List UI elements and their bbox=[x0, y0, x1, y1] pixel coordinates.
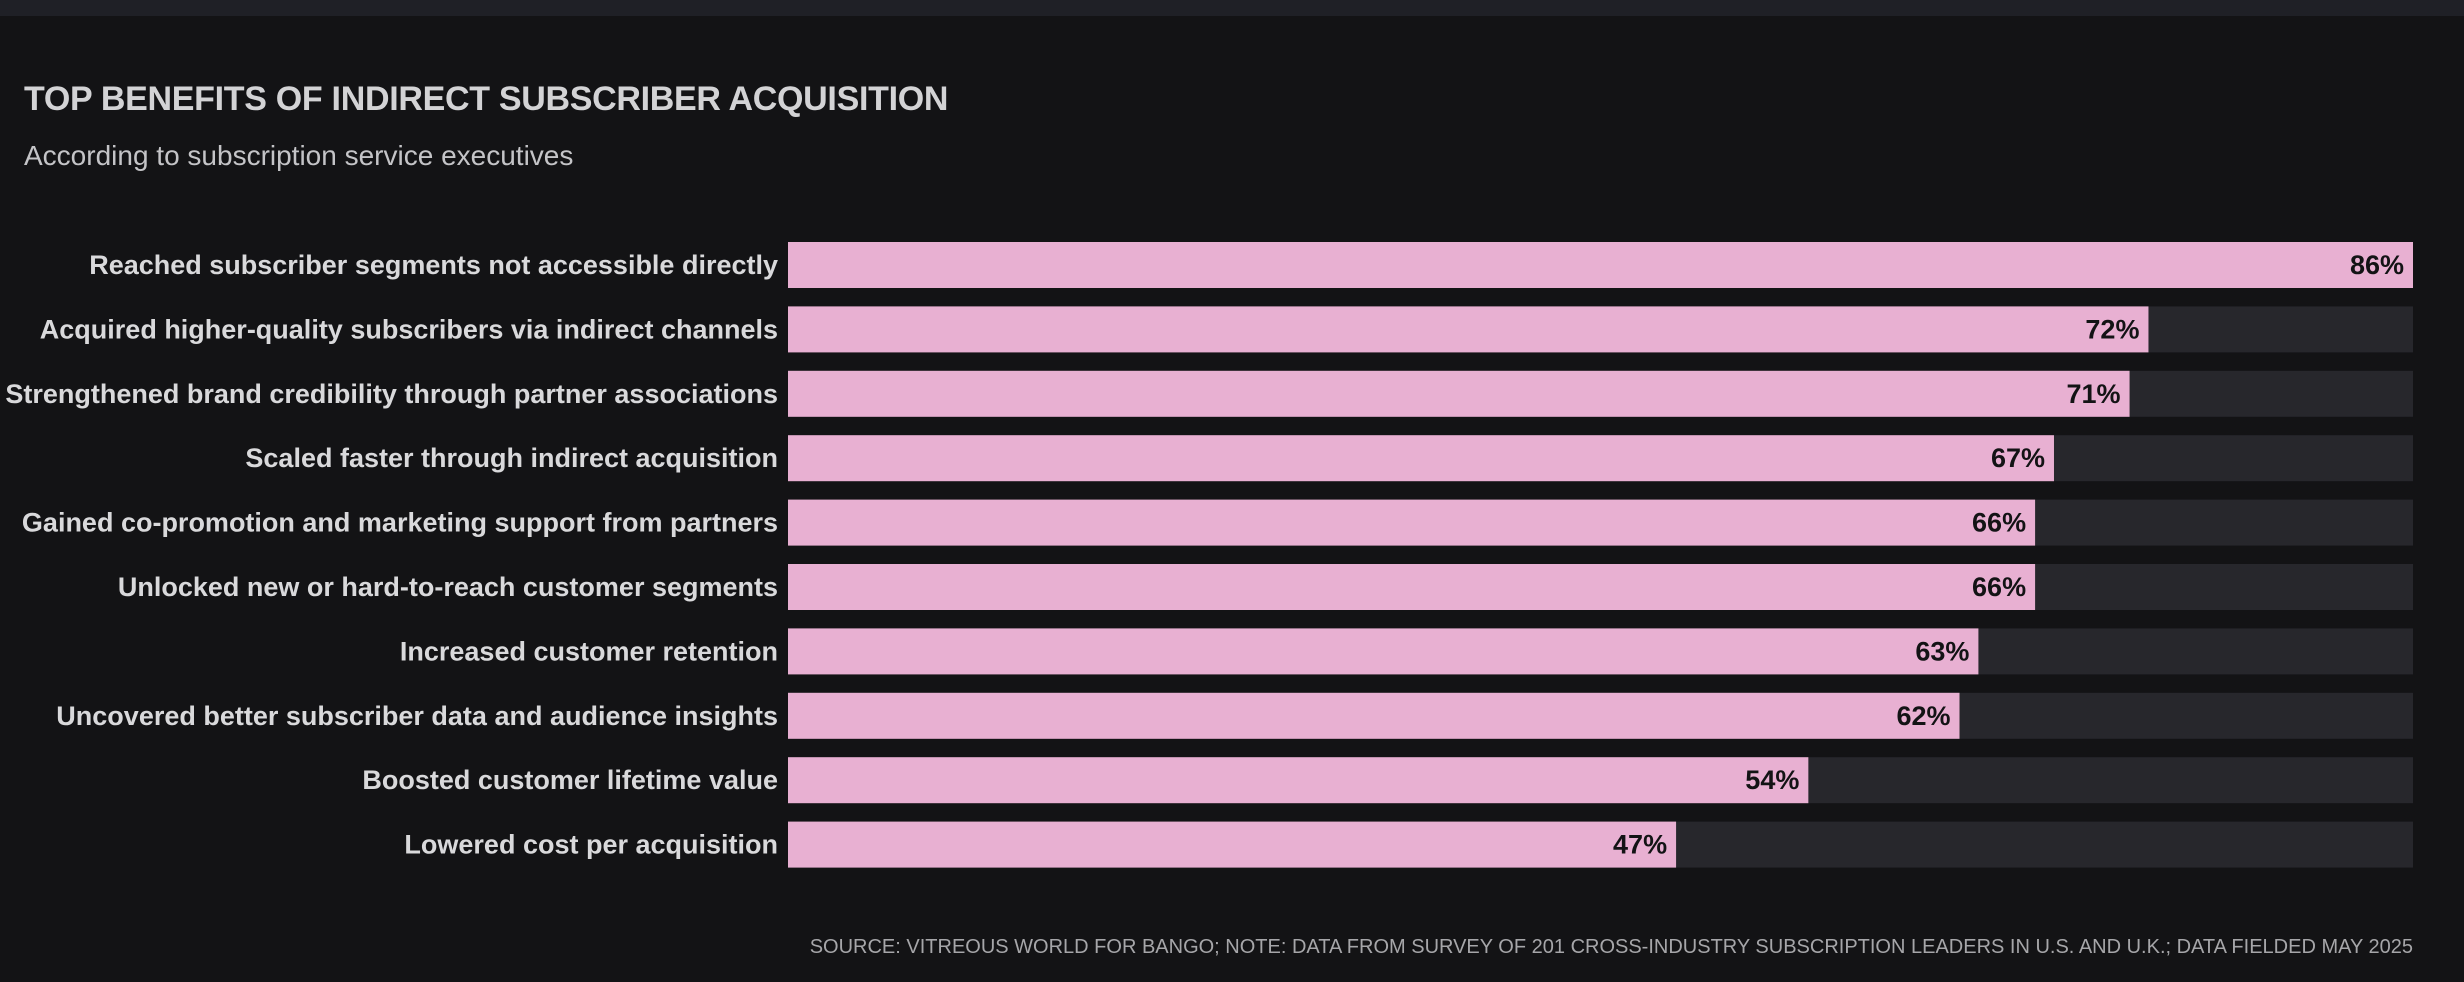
bar-row: Scaled faster through indirect acquisiti… bbox=[245, 435, 2413, 482]
category-label: Acquired higher-quality subscribers via … bbox=[40, 314, 778, 344]
value-label: 86% bbox=[2350, 250, 2404, 280]
bar-row: Gained co-promotion and marketing suppor… bbox=[22, 499, 2413, 546]
chart-title: TOP BENEFITS OF INDIRECT SUBSCRIBER ACQU… bbox=[24, 80, 949, 118]
bar bbox=[788, 564, 2036, 610]
bar bbox=[788, 692, 1960, 739]
value-label: 62% bbox=[1896, 701, 1950, 731]
category-label: Reached subscriber segments not accessib… bbox=[89, 250, 778, 280]
bar-row: Uncovered better subscriber data and aud… bbox=[56, 692, 2413, 739]
value-label: 47% bbox=[1613, 830, 1667, 860]
bar bbox=[788, 370, 2130, 417]
bar bbox=[788, 628, 1979, 675]
bar bbox=[788, 435, 2054, 482]
bar bbox=[788, 306, 2149, 353]
bar bbox=[788, 821, 1677, 868]
bar-row: Reached subscriber segments not accessib… bbox=[89, 242, 2413, 288]
bar-row: Boosted customer lifetime value 54% bbox=[362, 757, 2413, 804]
bar-row: Lowered cost per acquisition 47% bbox=[404, 821, 2413, 868]
bar-row: Acquired higher-quality subscribers via … bbox=[40, 306, 2413, 353]
chart-subtitle: According to subscription service execut… bbox=[24, 140, 574, 171]
category-label: Increased customer retention bbox=[400, 636, 778, 666]
value-label: 54% bbox=[1745, 765, 1799, 795]
value-label: 71% bbox=[2067, 379, 2121, 409]
source-note: SOURCE: VITREOUS WORLD FOR BANGO; NOTE: … bbox=[809, 936, 2413, 958]
value-label: 67% bbox=[1991, 443, 2045, 473]
value-label: 66% bbox=[1972, 572, 2026, 602]
category-label: Strengthened brand credibility through p… bbox=[5, 379, 778, 409]
bar bbox=[788, 499, 2036, 546]
bar-row: Strengthened brand credibility through p… bbox=[5, 370, 2413, 417]
category-label: Boosted customer lifetime value bbox=[362, 765, 778, 795]
bar-row: Increased customer retention 63% bbox=[400, 628, 2413, 675]
bar bbox=[788, 757, 1809, 804]
category-label: Uncovered better subscriber data and aud… bbox=[56, 701, 778, 731]
category-label: Unlocked new or hard-to-reach customer s… bbox=[118, 572, 778, 602]
category-label: Lowered cost per acquisition bbox=[404, 830, 778, 860]
bar-chart: Reached subscriber segments not accessib… bbox=[5, 242, 2413, 868]
value-label: 66% bbox=[1972, 508, 2026, 538]
category-label: Scaled faster through indirect acquisiti… bbox=[245, 443, 778, 473]
value-label: 72% bbox=[2085, 314, 2139, 344]
top-strip bbox=[0, 0, 2464, 16]
bar bbox=[788, 242, 2413, 288]
value-label: 63% bbox=[1915, 636, 1969, 666]
bar-row: Unlocked new or hard-to-reach customer s… bbox=[118, 564, 2413, 610]
category-label: Gained co-promotion and marketing suppor… bbox=[22, 508, 778, 538]
